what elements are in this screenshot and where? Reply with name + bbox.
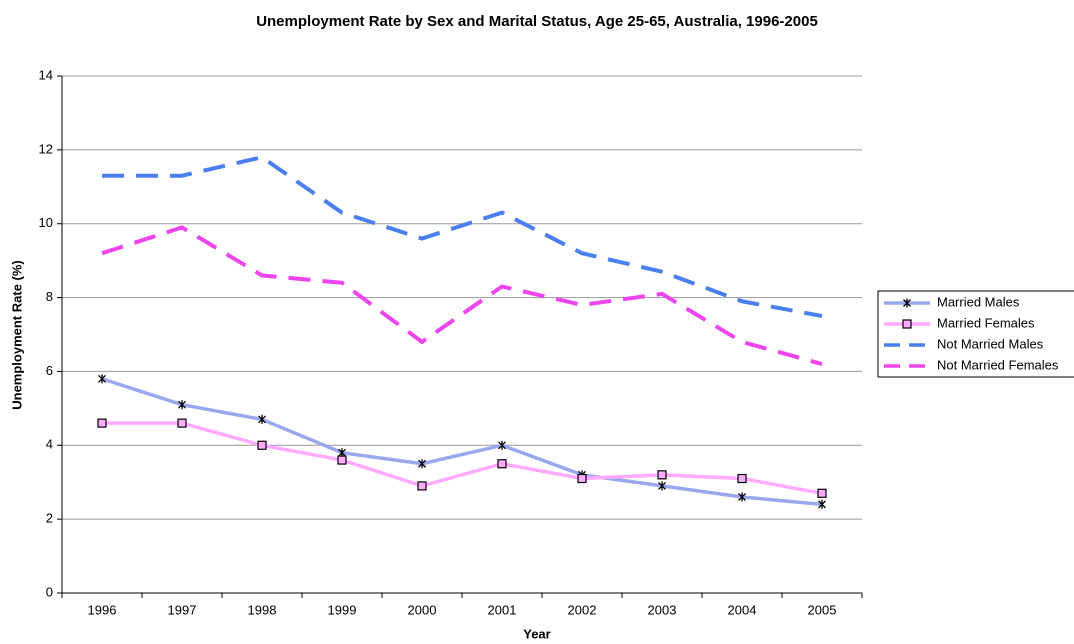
marker — [657, 470, 667, 480]
marker — [577, 473, 587, 484]
marker — [738, 492, 746, 502]
x-axis-title: Year — [523, 626, 550, 641]
marker — [418, 459, 426, 469]
x-tick-label: 2005 — [808, 602, 837, 617]
x-tick-label: 1999 — [328, 602, 357, 617]
marker — [902, 319, 912, 329]
marker — [97, 418, 107, 428]
x-tick-label: 2004 — [728, 602, 757, 617]
marker — [98, 374, 106, 384]
marker — [417, 481, 427, 491]
y-axis-title: Unemployment Rate (%) — [9, 260, 24, 410]
y-tick-label: 0 — [46, 584, 53, 599]
marker — [737, 473, 747, 484]
x-tick-label: 1998 — [248, 602, 277, 617]
y-tick-label: 2 — [46, 511, 53, 526]
y-tick-label: 4 — [46, 437, 53, 452]
marker — [497, 459, 507, 469]
legend-label: Not Married Females — [937, 357, 1059, 372]
x-tick-label: 1996 — [88, 602, 117, 617]
x-tick-label: 2002 — [568, 602, 597, 617]
x-tick-label: 2000 — [408, 602, 437, 617]
marker — [818, 499, 826, 509]
series-line — [102, 155, 823, 319]
marker — [177, 418, 187, 428]
x-tick-label: 2001 — [488, 602, 517, 617]
x-tick-label: 2003 — [648, 602, 677, 617]
legend-label: Married Females — [937, 315, 1035, 330]
marker — [258, 414, 266, 424]
y-tick-label: 6 — [46, 363, 53, 378]
series-line — [101, 377, 823, 507]
marker — [903, 298, 911, 308]
x-tick-label: 1997 — [168, 602, 197, 617]
marker — [817, 488, 827, 498]
legend-label: Not Married Males — [937, 336, 1044, 351]
y-tick-label: 10 — [39, 215, 53, 230]
legend-box — [877, 290, 1074, 378]
y-tick-label: 14 — [39, 67, 53, 82]
marker — [257, 440, 267, 450]
series-line — [101, 225, 823, 366]
legend-label: Married Males — [937, 294, 1020, 309]
chart-title: Unemployment Rate by Sex and Marital Sta… — [256, 13, 818, 30]
y-tick-label: 12 — [39, 141, 53, 156]
marker — [337, 455, 347, 465]
marker — [658, 481, 666, 491]
series-line — [102, 421, 823, 496]
y-tick-label: 8 — [46, 289, 53, 304]
marker — [498, 440, 506, 450]
marker — [178, 400, 186, 410]
